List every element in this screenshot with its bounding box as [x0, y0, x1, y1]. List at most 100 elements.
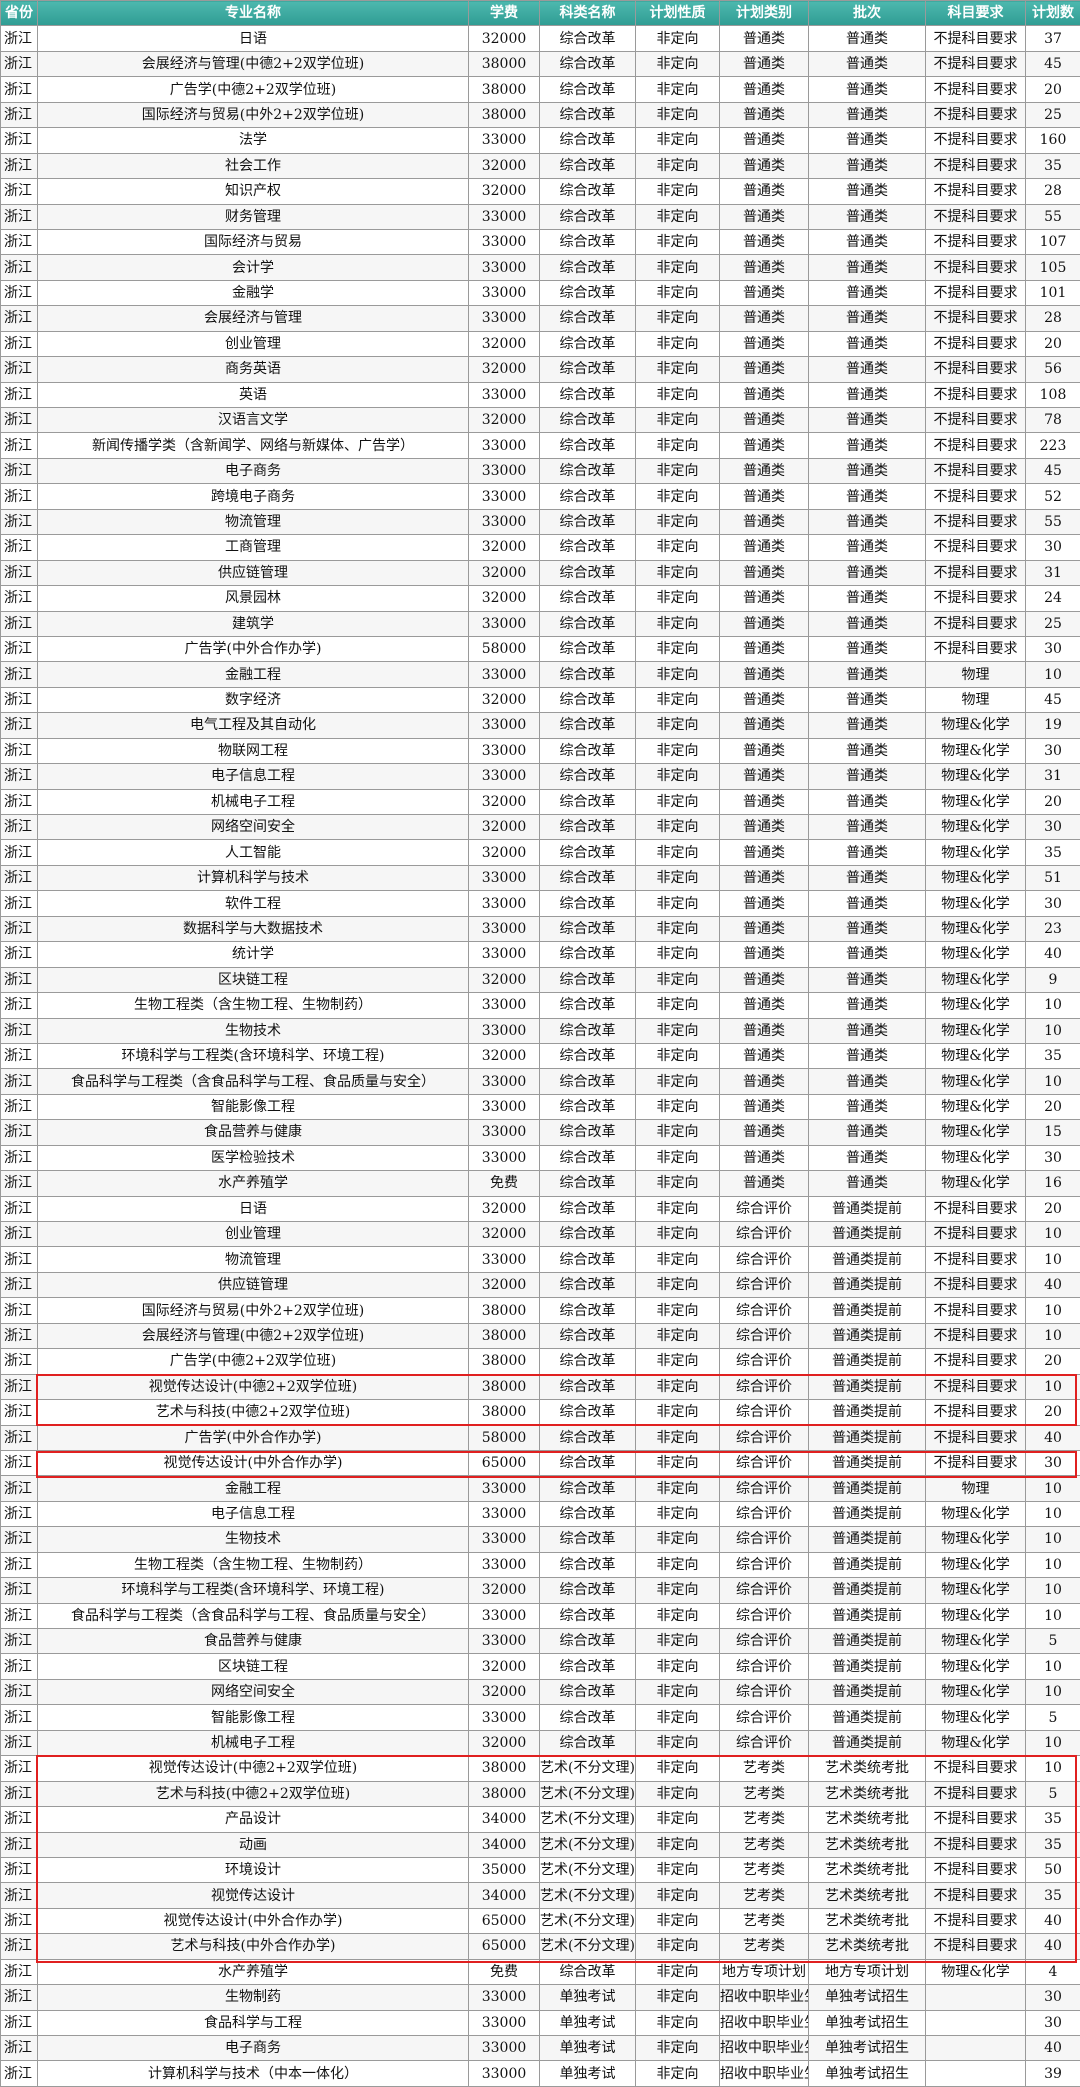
table-cell: 普通类提前: [808, 1729, 926, 1757]
table-cell: 非定向: [635, 1882, 720, 1909]
table-cell: 32000: [468, 356, 540, 383]
table-cell: 普通类: [808, 127, 926, 154]
table-cell: 综合改革: [539, 1704, 636, 1731]
table-cell: 32000: [468, 330, 540, 358]
table-cell: 浙江: [0, 686, 38, 714]
table-row: 浙江 环境科学与工程类(含环境科学、环境工程) 32000 综合改革 非定向 普通类 普通类…: [0, 1042, 1080, 1070]
table-cell: 非定向: [635, 1068, 720, 1095]
table-cell: 非定向: [635, 1195, 720, 1223]
table-cell: 普通类: [719, 406, 809, 434]
table-cell: 普通类: [719, 915, 809, 943]
table-cell: 财务管理: [37, 203, 469, 230]
table-cell: 综合评价: [719, 1602, 809, 1630]
highlight-box: [36, 1755, 1077, 1963]
table-cell: 38000: [468, 1399, 540, 1426]
table-cell: 非定向: [635, 1017, 720, 1044]
table-cell: 普通类: [808, 534, 926, 561]
table-cell: 10: [1025, 1297, 1080, 1324]
table-cell: 不提科目要求: [925, 432, 1026, 459]
table-cell: 综合改革: [539, 992, 636, 1019]
table-cell: 25: [1025, 101, 1080, 129]
table-cell: 普通类提前: [808, 1348, 926, 1375]
table-row: 浙江 产品设计 34000 艺术(不分文理) 非定向 艺考类 艺术类统考批 不提科目要求 35: [0, 1806, 1080, 1833]
table-cell: 78: [1025, 406, 1080, 434]
table-cell: 工商管理: [37, 534, 469, 561]
table-cell: 30: [1025, 1449, 1080, 1477]
table-cell: 不提科目要求: [925, 152, 1026, 180]
table-cell: 综合改革: [539, 1017, 636, 1044]
table-cell: 普通类: [719, 254, 809, 281]
table-cell: 浙江: [0, 1373, 38, 1401]
table-cell: 32000: [468, 406, 540, 434]
table-row: 浙江 生物工程类（含生物工程、生物制药） 33000 综合改革 非定向 普通类 普通类 物理&…: [0, 992, 1080, 1019]
table-cell: 33000: [468, 941, 540, 968]
table-cell: 物理&化学: [925, 1627, 1026, 1655]
table-cell: 普通类: [719, 305, 809, 332]
table-cell: 非定向: [635, 1424, 720, 1451]
table-cell: 普通类: [719, 228, 809, 256]
table-cell: 33000: [468, 1526, 540, 1553]
table-cell: 单独考试招生: [808, 2060, 926, 2087]
table-cell: 5: [1025, 1780, 1080, 1808]
table-cell: 9: [1025, 966, 1080, 994]
table-cell: 综合评价: [719, 1297, 809, 1324]
table-cell: 浙江: [0, 279, 38, 307]
table-cell: 普通类: [808, 585, 926, 612]
table-cell: 风景园林: [37, 585, 469, 612]
table-cell: 58000: [468, 635, 540, 663]
table-cell: 普通类提前: [808, 1220, 926, 1248]
table-cell: 普通类: [719, 508, 809, 536]
table-cell: 不提科目要求: [925, 127, 1026, 154]
table-cell: 广告学(中外合作办学): [37, 1424, 469, 1451]
table-cell: 浙江: [0, 585, 38, 612]
table-row: 浙江 艺术与科技(中德2+2双学位班) 38000 综合改革 非定向 综合评价 普通类提前不…: [0, 1399, 1080, 1426]
table-cell: 艺考类: [719, 1806, 809, 1833]
table-cell: 45: [1025, 457, 1080, 485]
table-cell: 非定向: [635, 788, 720, 816]
table-cell: 浙江: [0, 635, 38, 663]
table-cell: 33000: [468, 381, 540, 409]
table-cell: 艺术(不分文理): [539, 1831, 636, 1858]
table-cell: 视觉传达设计(中外合作办学): [37, 1449, 469, 1477]
table-cell: 非定向: [635, 305, 720, 332]
table-cell: 综合改革: [539, 864, 636, 892]
table-cell: 30: [1025, 534, 1080, 561]
table-cell: 普通类提前: [808, 1399, 926, 1426]
table-cell: 浙江: [0, 1882, 38, 1909]
table-cell: 不提科目要求: [925, 203, 1026, 230]
table-cell: 非定向: [635, 813, 720, 841]
table-cell: 普通类提前: [808, 1271, 926, 1299]
table-cell: 艺考类: [719, 1755, 809, 1782]
table-cell: 19: [1025, 712, 1080, 739]
table-cell: 广告学(中外合作办学): [37, 635, 469, 663]
table-cell: 浙江: [0, 737, 38, 765]
table-cell: 综合改革: [539, 559, 636, 587]
table-cell: 普通类: [808, 254, 926, 281]
table-cell: 浙江: [0, 127, 38, 154]
table-cell: 33000: [468, 763, 540, 790]
table-cell: 金融工程: [37, 661, 469, 688]
table-cell: 综合改革: [539, 737, 636, 765]
table-cell: 浙江: [0, 1119, 38, 1146]
table-cell: 普通类: [808, 50, 926, 78]
table-cell: 物理: [925, 661, 1026, 688]
table-cell: 食品营养与健康: [37, 1627, 469, 1655]
table-cell: 普通类: [719, 839, 809, 866]
table-cell: 38000: [468, 76, 540, 103]
table-cell: 普通类: [808, 508, 926, 536]
table-cell: 普通类: [719, 432, 809, 459]
table-cell: 综合改革: [539, 457, 636, 485]
table-row: 浙江 会计学 33000 综合改革 非定向 普通类 普通类 不提科目要求 105: [0, 254, 1080, 281]
table-cell: 艺术(不分文理): [539, 1755, 636, 1782]
table-cell: 不提科目要求: [925, 585, 1026, 612]
table-cell: 20: [1025, 1399, 1080, 1426]
table-cell: 机械电子工程: [37, 788, 469, 816]
table-cell: 15: [1025, 1119, 1080, 1146]
table-cell: 食品科学与工程: [37, 2009, 469, 2037]
table-cell: 20: [1025, 1093, 1080, 1121]
table-row: 浙江 区块链工程 32000 综合改革 非定向 综合评价 普通类提前 物理&化学 10: [0, 1653, 1080, 1680]
table-row: 浙江 广告学(中外合作办学) 58000 综合改革 非定向 综合评价 普通类提前 不提科目要求…: [0, 1424, 1080, 1451]
table-cell: 普通类: [719, 330, 809, 358]
table-cell: 33000: [468, 1144, 540, 1172]
table-cell: 综合改革: [539, 1271, 636, 1299]
